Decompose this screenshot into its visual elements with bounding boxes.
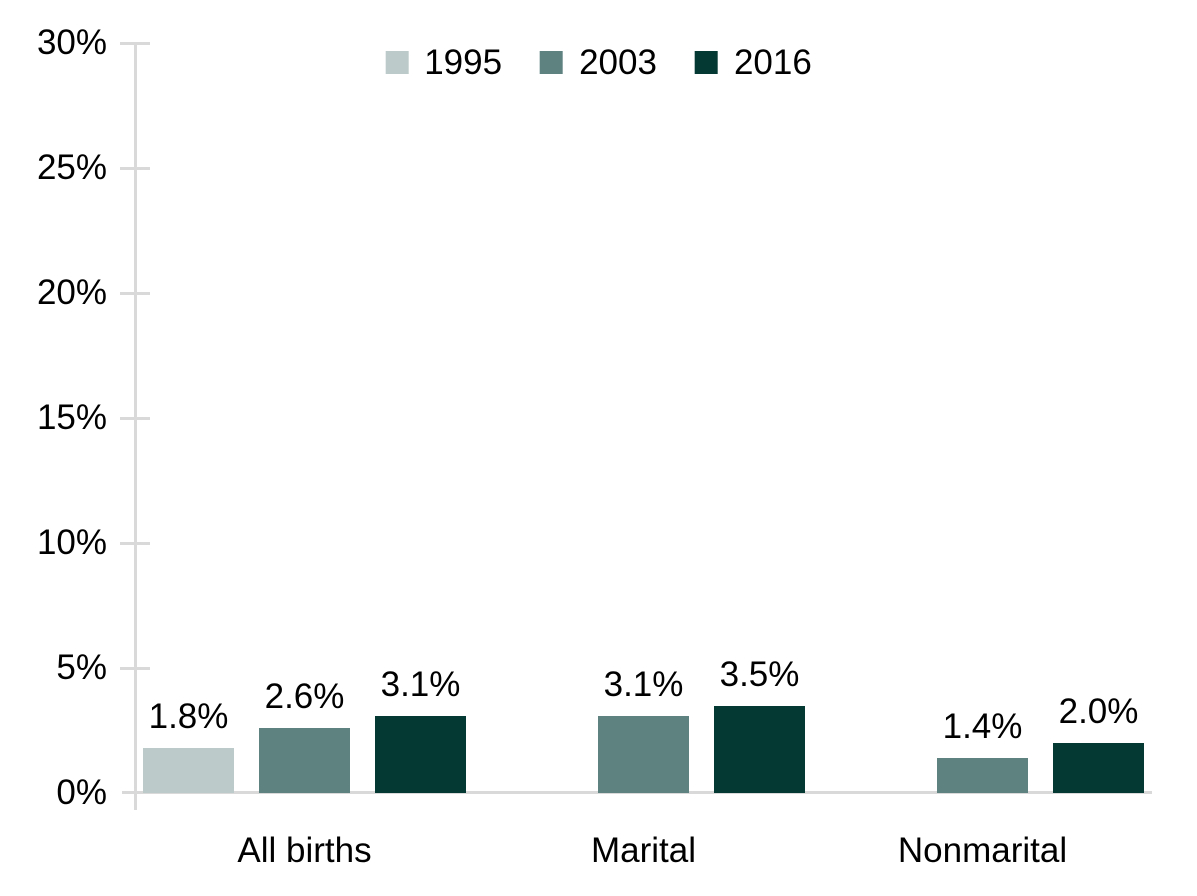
bar-group-all-births: 1.8% 2.6% 3.1%	[135, 43, 474, 793]
bar-value-label: 1.8%	[148, 697, 229, 736]
x-axis-label-all-births: All births	[237, 831, 372, 870]
y-tick-label: 30%	[36, 23, 107, 62]
bar-slot: 2.0%	[1053, 694, 1144, 793]
chart-legend: 1995 2003 2016	[385, 42, 812, 82]
bar-slot: 3.1%	[375, 667, 466, 793]
legend-label: 1995	[424, 42, 503, 82]
bar-group-nonmarital: 1.4% 2.0%	[813, 43, 1152, 793]
bar-2003-all-births: 2.6%	[259, 679, 350, 793]
y-tick-label: 10%	[36, 523, 107, 562]
bar-value-label: 2.6%	[264, 677, 345, 716]
y-tick-label: 20%	[36, 273, 107, 312]
legend-item-2016: 2016	[694, 42, 812, 82]
y-tick-label: 0%	[56, 773, 107, 812]
bar-slot: 3.1%	[598, 667, 689, 793]
legend-item-1995: 1995	[385, 45, 502, 80]
bar-slot: 3.5%	[714, 657, 805, 793]
bar-1995-all-births: 1.8%	[143, 699, 234, 793]
bar-value-label: 1.4%	[942, 707, 1023, 746]
bar-2016-nonmarital: 2.0%	[1053, 694, 1144, 793]
legend-swatch-2003	[540, 50, 564, 74]
y-axis-line	[134, 43, 137, 810]
bar-2016-all-births: 3.1%	[375, 667, 466, 793]
plot-area: 1.8% 2.6% 3.1% 3.1% 3.5% 1.4% 2.0%	[135, 43, 1152, 793]
bar-value-label: 3.5%	[719, 654, 800, 694]
y-tick-label: 25%	[36, 148, 107, 187]
bar-group-marital: 3.1% 3.5%	[474, 43, 813, 793]
bar-value-label: 3.1%	[603, 664, 684, 704]
x-axis-labels: All births Marital Nonmarital	[135, 830, 1152, 872]
bar-value-label: 2.0%	[1058, 692, 1139, 731]
bar-2003-marital: 3.1%	[598, 667, 689, 793]
bar-value-label: 3.1%	[380, 664, 461, 704]
x-axis-label-nonmarital: Nonmarital	[897, 831, 1068, 870]
bar-slot: 1.4%	[937, 709, 1028, 793]
bar-slot: 1.8%	[143, 699, 234, 793]
legend-item-2003: 2003	[540, 45, 657, 80]
legend-swatch-2016	[694, 50, 718, 74]
bar-slot: 2.6%	[259, 679, 350, 793]
bar-2003-nonmarital: 1.4%	[937, 709, 1028, 793]
legend-label: 2016	[733, 42, 812, 82]
x-axis-label-marital: Marital	[590, 831, 697, 870]
legend-label: 2003	[579, 42, 657, 82]
bar-2016-marital: 3.5%	[714, 657, 805, 793]
legend-swatch-1995	[385, 50, 409, 74]
y-tick-label: 15%	[36, 398, 107, 437]
y-tick-label: 5%	[56, 648, 107, 687]
